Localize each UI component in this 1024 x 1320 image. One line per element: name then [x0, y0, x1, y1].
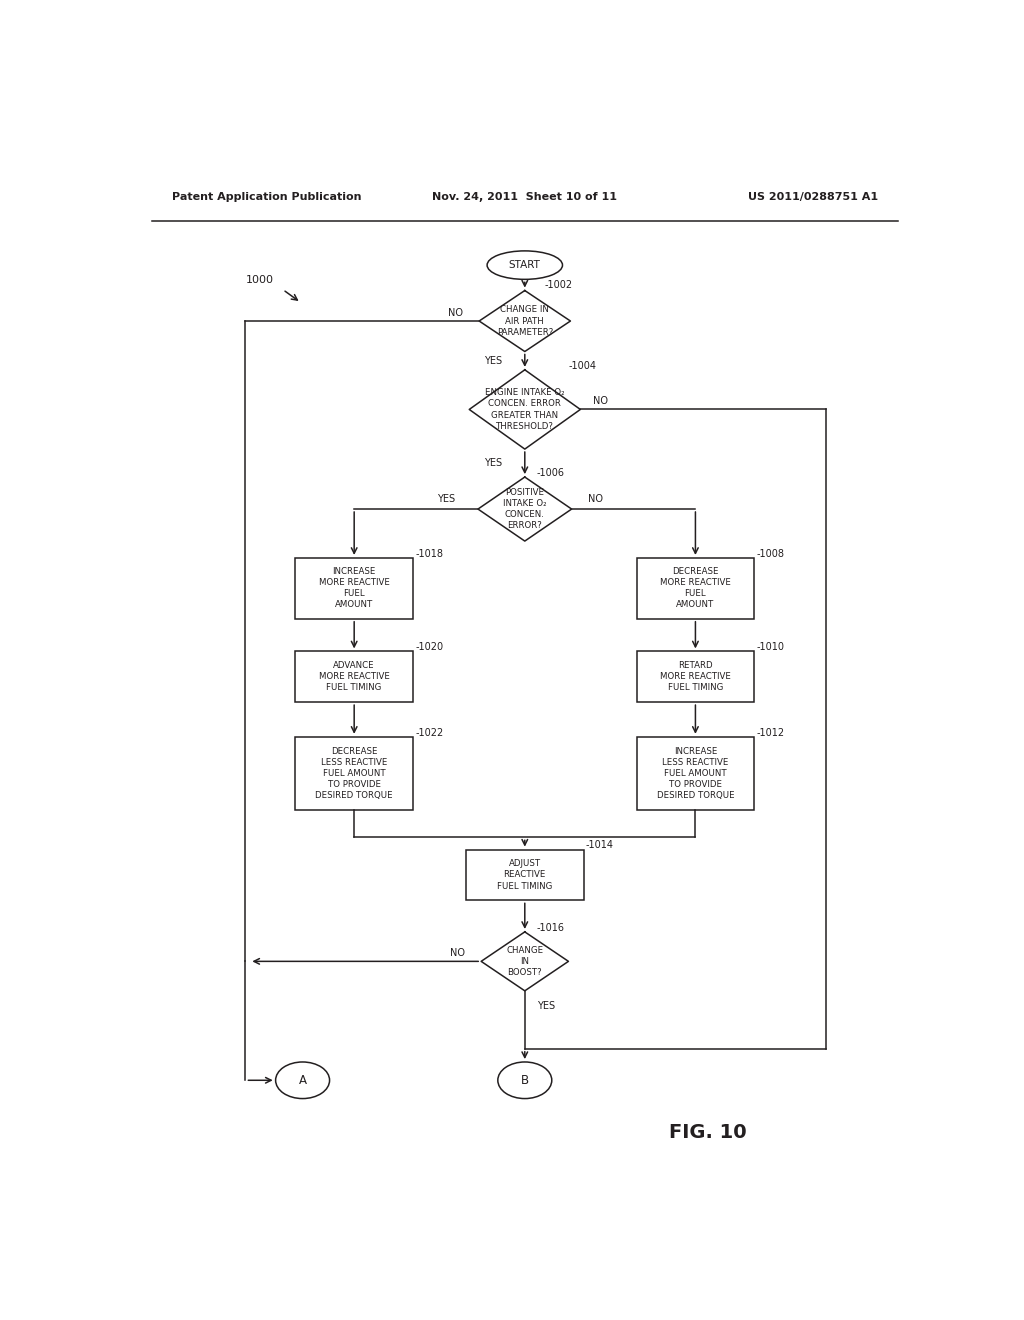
- Text: DECREASE
MORE REACTIVE
FUEL
AMOUNT: DECREASE MORE REACTIVE FUEL AMOUNT: [660, 568, 731, 610]
- Bar: [637, 558, 754, 619]
- Text: -1014: -1014: [586, 841, 614, 850]
- Text: B: B: [521, 1073, 528, 1086]
- Text: YES: YES: [484, 458, 502, 469]
- Text: Patent Application Publication: Patent Application Publication: [172, 191, 361, 202]
- Text: YES: YES: [437, 494, 456, 504]
- Text: CHANGE IN
AIR PATH
PARAMETER?: CHANGE IN AIR PATH PARAMETER?: [497, 305, 553, 337]
- Text: YES: YES: [537, 1001, 555, 1011]
- Bar: [296, 651, 413, 702]
- Bar: [637, 737, 754, 810]
- Text: -1006: -1006: [537, 469, 564, 478]
- Text: NO: NO: [588, 494, 603, 504]
- Text: -1016: -1016: [537, 923, 564, 933]
- Text: -1020: -1020: [416, 643, 443, 652]
- Text: -1018: -1018: [416, 549, 443, 558]
- Text: DECREASE
LESS REACTIVE
FUEL AMOUNT
TO PROVIDE
DESIRED TORQUE: DECREASE LESS REACTIVE FUEL AMOUNT TO PR…: [315, 747, 393, 800]
- Text: INCREASE
LESS REACTIVE
FUEL AMOUNT
TO PROVIDE
DESIRED TORQUE: INCREASE LESS REACTIVE FUEL AMOUNT TO PR…: [656, 747, 734, 800]
- Text: ADVANCE
MORE REACTIVE
FUEL TIMING: ADVANCE MORE REACTIVE FUEL TIMING: [318, 661, 389, 693]
- Text: -1010: -1010: [757, 643, 784, 652]
- Text: -1022: -1022: [416, 727, 443, 738]
- Text: INCREASE
MORE REACTIVE
FUEL
AMOUNT: INCREASE MORE REACTIVE FUEL AMOUNT: [318, 568, 389, 610]
- Text: -1012: -1012: [757, 727, 784, 738]
- Text: NO: NO: [450, 948, 465, 958]
- Bar: [637, 651, 754, 702]
- Bar: [296, 737, 413, 810]
- Text: 1000: 1000: [246, 276, 273, 285]
- Text: NO: NO: [593, 396, 607, 407]
- Text: RETARD
MORE REACTIVE
FUEL TIMING: RETARD MORE REACTIVE FUEL TIMING: [660, 661, 731, 693]
- Text: ENGINE INTAKE O₂
CONCEN. ERROR
GREATER THAN
THRESHOLD?: ENGINE INTAKE O₂ CONCEN. ERROR GREATER T…: [485, 388, 564, 430]
- Text: A: A: [299, 1073, 306, 1086]
- Text: -1004: -1004: [568, 360, 596, 371]
- Text: NO: NO: [447, 308, 463, 318]
- Text: ADJUST
REACTIVE
FUEL TIMING: ADJUST REACTIVE FUEL TIMING: [497, 859, 553, 891]
- Text: CHANGE
IN
BOOST?: CHANGE IN BOOST?: [506, 945, 544, 977]
- Text: US 2011/0288751 A1: US 2011/0288751 A1: [748, 191, 878, 202]
- Text: POSITIVE
INTAKE O₂
CONCEN.
ERROR?: POSITIVE INTAKE O₂ CONCEN. ERROR?: [503, 488, 547, 531]
- Text: YES: YES: [484, 355, 502, 366]
- Text: START: START: [509, 260, 541, 271]
- Text: -1008: -1008: [757, 549, 784, 558]
- Text: Nov. 24, 2011  Sheet 10 of 11: Nov. 24, 2011 Sheet 10 of 11: [432, 191, 617, 202]
- Text: -1002: -1002: [545, 280, 572, 290]
- Text: FIG. 10: FIG. 10: [669, 1122, 746, 1142]
- Bar: [296, 558, 413, 619]
- Bar: [466, 850, 584, 900]
